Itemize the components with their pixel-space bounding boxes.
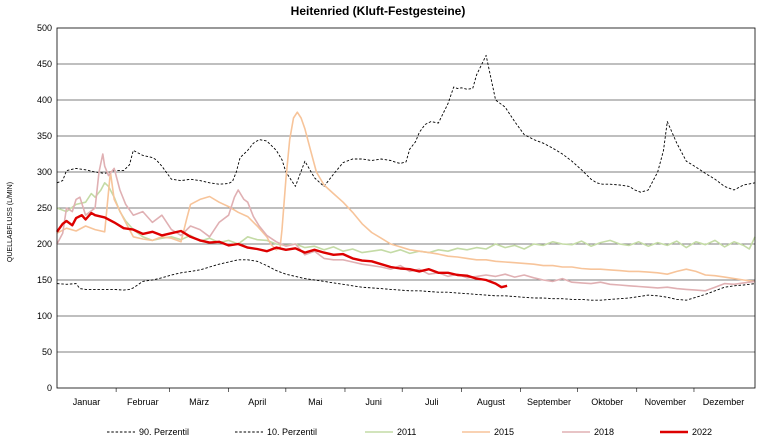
x-tick-label: April [248, 397, 266, 407]
y-tick-labels: 0 50 100 150 200 250 300 350 400 450 500 [37, 23, 52, 393]
x-tick-label: Juli [425, 397, 439, 407]
x-tick-label: Februar [127, 397, 159, 407]
plot-area [56, 27, 756, 389]
y-tick-label: 150 [37, 275, 52, 285]
y-tick-label: 500 [37, 23, 52, 33]
x-tick-labels: Januar Februar März April Mai Juni Juli August S… [73, 388, 744, 407]
y-tick-label: 0 [47, 383, 52, 393]
legend-label: 2022 [692, 427, 712, 437]
x-tick-label: Juni [365, 397, 382, 407]
series-line-2018 [56, 153, 756, 292]
y-tick-label: 200 [37, 239, 52, 249]
series-line-10-perzentil [56, 259, 756, 301]
grid-lines [57, 63, 755, 353]
y-tick-label: 300 [37, 167, 52, 177]
y-tick-label: 100 [37, 311, 52, 321]
legend: 90. Perzentil 10. Perzentil 2011 2015 2018 20… [107, 427, 712, 437]
x-tick-label: Mai [308, 397, 323, 407]
chart-title: Heitenried (Kluft-Festgesteine) [291, 4, 466, 18]
x-tick-label: August [477, 397, 506, 407]
x-tick-label: Januar [73, 397, 101, 407]
y-axis-label: QUELLABFLUSS (L/MIN) [7, 182, 14, 262]
y-tick-label: 450 [37, 59, 52, 69]
series-line-2022 [56, 211, 508, 289]
legend-label: 2011 [397, 427, 416, 437]
y-tick-label: 250 [37, 203, 52, 213]
x-tick-label: Dezember [703, 397, 745, 407]
legend-label: 2015 [494, 427, 514, 437]
series-lines [56, 54, 756, 301]
series-line-2011 [56, 182, 756, 255]
y-tick-label: 400 [37, 95, 52, 105]
x-tick-label: September [527, 397, 571, 407]
y-tick-label: 350 [37, 131, 52, 141]
series-line-90-perzentil [56, 54, 756, 193]
legend-label: 90. Perzentil [139, 427, 189, 437]
legend-label: 10. Perzentil [267, 427, 317, 437]
legend-label: 2018 [594, 427, 614, 437]
x-tick-label: November [645, 397, 687, 407]
x-tick-label: März [189, 397, 209, 407]
x-tick-label: Oktober [591, 397, 623, 407]
series-line-2015 [56, 111, 756, 283]
y-tick-label: 50 [42, 347, 52, 357]
